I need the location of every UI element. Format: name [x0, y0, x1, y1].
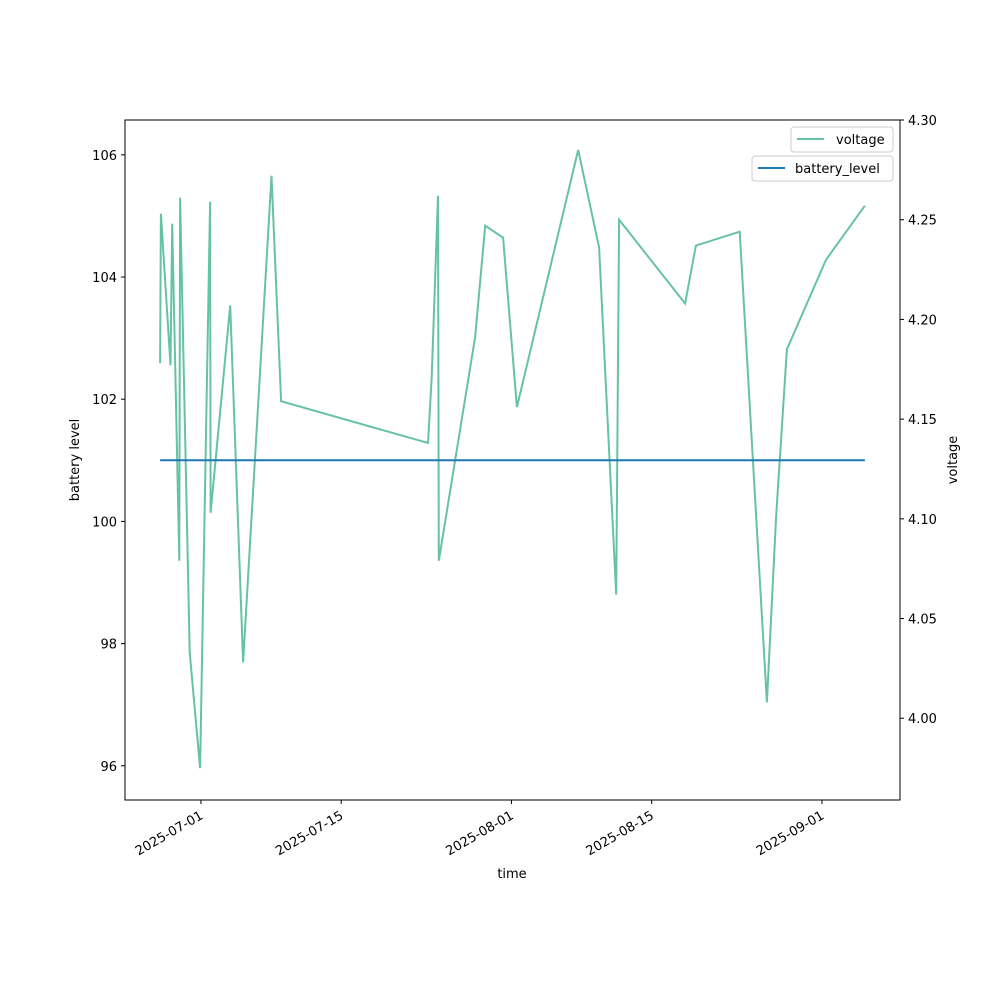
right-y-tick-label: 4.20	[908, 313, 937, 328]
left-y-tick-label: 96	[100, 760, 117, 775]
right-y-tick-label: 4.30	[908, 114, 937, 129]
left-y-tick-label: 100	[92, 515, 117, 530]
left-y-tick-label: 106	[92, 149, 117, 164]
x-tick-label: 2025-07-01	[133, 808, 206, 859]
x-tick-label: 2025-08-15	[584, 808, 657, 859]
x-tick-label: 2025-08-01	[444, 808, 517, 859]
legend-label-battery: battery_level	[795, 162, 880, 177]
left-y-tick-label: 104	[92, 271, 117, 286]
left-y-axis: 96 98 100 102 104 106	[92, 149, 125, 775]
right-y-tick-label: 4.05	[908, 613, 937, 628]
right-y-tick-label: 4.10	[908, 513, 937, 528]
axes-frame	[124, 119, 901, 801]
left-y-axis-label: battery level	[68, 419, 83, 502]
x-tick-label: 2025-07-15	[273, 808, 346, 859]
right-y-tick-label: 4.15	[908, 413, 937, 428]
legend-frame	[790, 126, 894, 153]
right-y-axis: 4.00 4.05 4.10 4.15 4.20 4.25 4.30	[900, 114, 937, 727]
legend-label-voltage: voltage	[836, 133, 885, 148]
right-y-axis-label: voltage	[946, 436, 961, 485]
legend-frame	[751, 155, 894, 182]
x-axis: 2025-07-01 2025-07-15 2025-08-01 2025-08-15…	[133, 800, 827, 859]
left-y-tick-label: 98	[100, 638, 117, 653]
series-lines	[159, 149, 866, 769]
left-y-tick-label: 102	[92, 393, 117, 408]
x-tick-label: 2025-09-01	[754, 808, 827, 859]
right-y-tick-label: 4.25	[908, 214, 937, 229]
legend-battery: battery_level	[751, 155, 894, 182]
series-line-voltage	[159, 149, 866, 769]
right-y-tick-label: 4.00	[908, 712, 937, 727]
x-axis-label: time	[497, 867, 526, 882]
legend-voltage: voltage	[790, 126, 894, 153]
